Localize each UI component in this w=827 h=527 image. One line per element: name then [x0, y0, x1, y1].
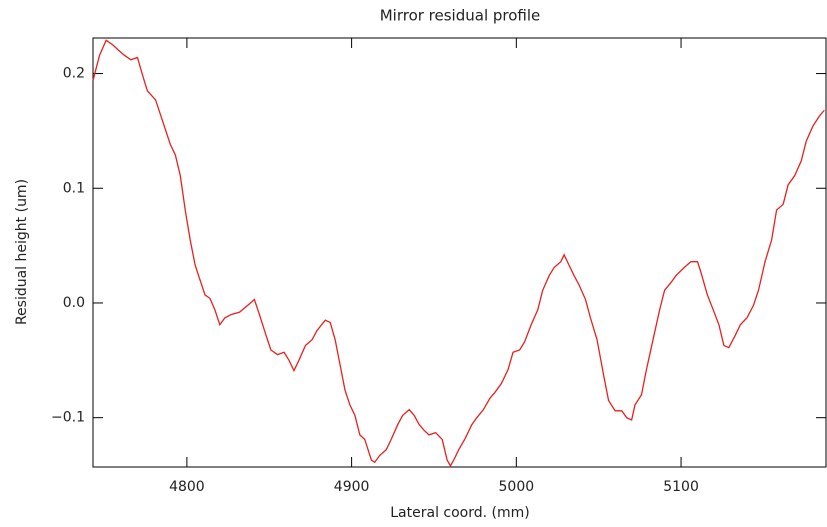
x-tick-label: 4900	[334, 479, 370, 495]
plot-frame	[92, 37, 827, 468]
x-tick-label: 5000	[499, 479, 535, 495]
x-axis-label: Lateral coord. (mm)	[390, 505, 529, 521]
y-tick-label: 0.2	[63, 66, 85, 82]
chart-title: Mirror residual profile	[380, 7, 541, 25]
y-tick-label: −0.1	[51, 410, 85, 426]
y-axis-label: Residual height (um)	[14, 179, 30, 325]
x-tick-label: 4800	[169, 479, 205, 495]
y-tick-label: 0.1	[63, 180, 85, 196]
y-tick-label: 0.0	[63, 295, 85, 311]
x-tick-label: 5100	[663, 479, 699, 495]
data-line	[92, 39, 825, 468]
